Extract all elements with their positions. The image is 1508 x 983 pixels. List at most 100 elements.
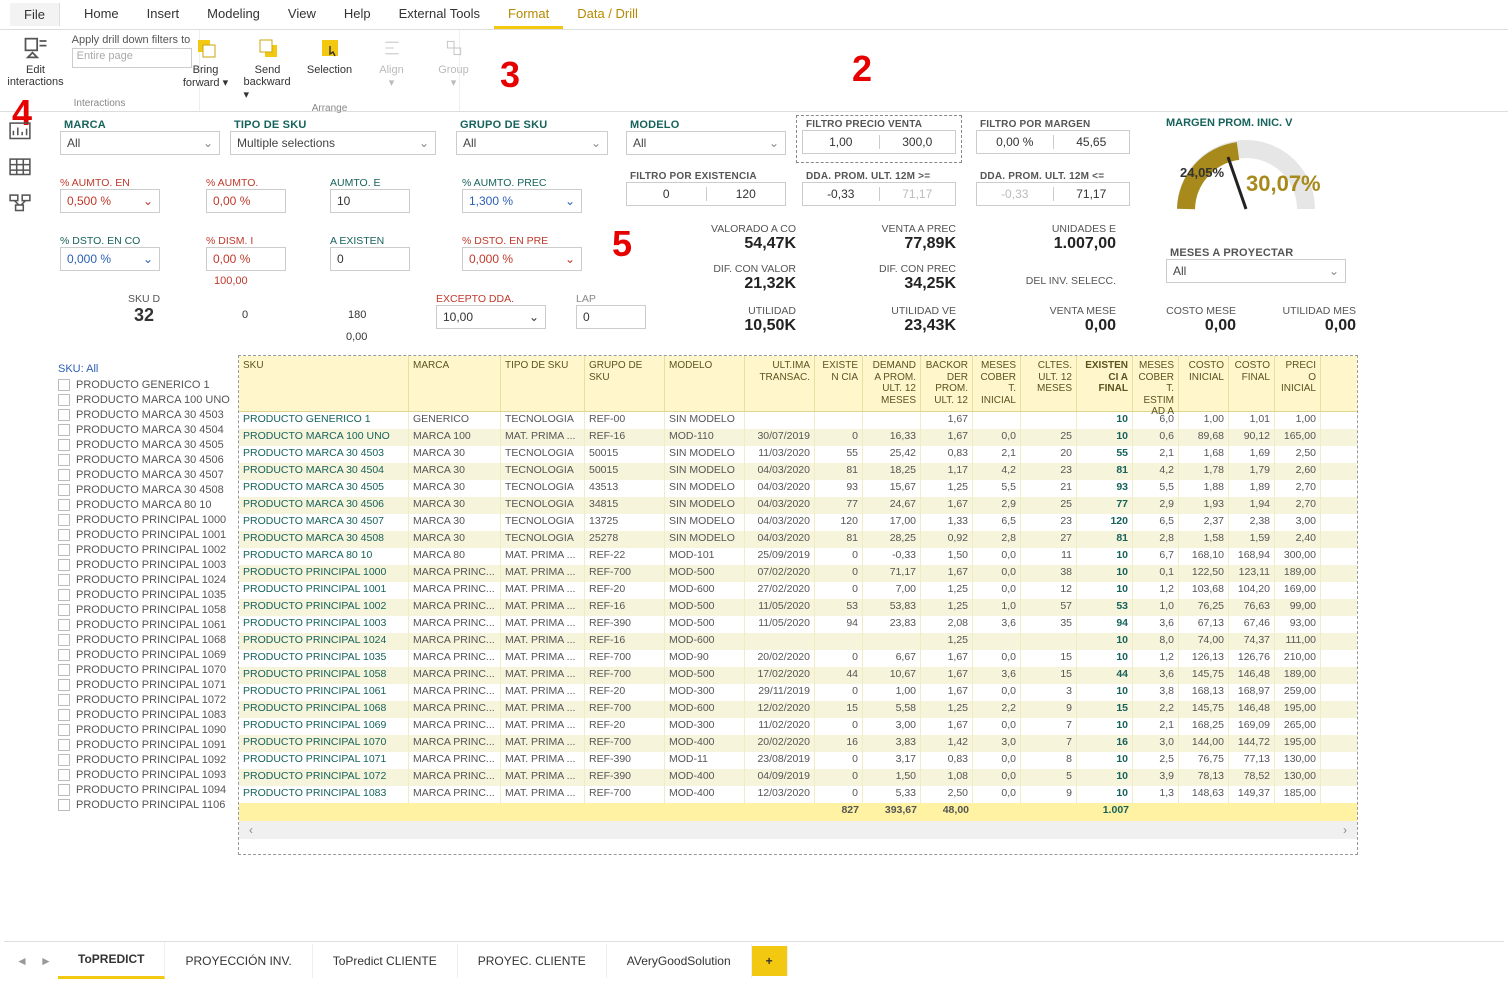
sku-filter-item[interactable]: PRODUCTO PRINCIPAL 1002 [58, 542, 232, 557]
checkbox-icon[interactable] [58, 604, 70, 616]
checkbox-icon[interactable] [58, 634, 70, 646]
table-header-cell[interactable]: CLTES. ULT. 12 MESES [1021, 356, 1077, 411]
sku-filter-item[interactable]: PRODUCTO PRINCIPAL 1058 [58, 602, 232, 617]
fpm-min[interactable]: 0,00 % [977, 135, 1054, 149]
checkbox-icon[interactable] [58, 379, 70, 391]
checkbox-icon[interactable] [58, 754, 70, 766]
table-row[interactable]: PRODUCTO MARCA 30 4503MARCA 30TECNOLOGIA… [239, 446, 1357, 463]
page-tab-proy-cliente[interactable]: PROYEC. CLIENTE [458, 944, 607, 978]
page-tab-add[interactable]: + [752, 946, 788, 976]
tab-external[interactable]: External Tools [385, 1, 494, 29]
tab-format[interactable]: Format [494, 1, 563, 29]
table-row[interactable]: PRODUCTO MARCA 80 10MARCA 80MAT. PRIMA .… [239, 548, 1357, 565]
bring-forward-button[interactable]: Bring forward ▾ [182, 34, 230, 89]
table-header-cell[interactable]: MODELO [665, 356, 745, 411]
group-button[interactable]: Group▾ [430, 34, 478, 89]
modelo-select[interactable]: All⌄ [626, 131, 786, 155]
sku-filter-item[interactable]: PRODUCTO GENERICO 1 [58, 377, 232, 392]
lap-val[interactable]: 0 [576, 305, 646, 329]
fpv-min[interactable]: 1,00 [803, 135, 880, 149]
aexisten-val[interactable]: 0 [330, 247, 410, 271]
align-button[interactable]: Align▾ [368, 34, 416, 89]
table-header-cell[interactable]: EXISTENCI A FINAL [1077, 356, 1133, 411]
tab-insert[interactable]: Insert [133, 1, 194, 29]
checkbox-icon[interactable] [58, 784, 70, 796]
table-row[interactable]: PRODUCTO MARCA 30 4506MARCA 30TECNOLOGIA… [239, 497, 1357, 514]
sku-filter-item[interactable]: PRODUCTO MARCA 30 4503 [58, 407, 232, 422]
checkbox-icon[interactable] [58, 694, 70, 706]
checkbox-icon[interactable] [58, 709, 70, 721]
exceptodda-val[interactable]: 10,00⌄ [436, 305, 546, 329]
table-header-cell[interactable]: ULT.IMA TRANSAC. [745, 356, 815, 411]
table-row[interactable]: PRODUCTO PRINCIPAL 1000MARCA PRINC...MAT… [239, 565, 1357, 582]
sku-filter-item[interactable]: PRODUCTO MARCA 30 4505 [58, 437, 232, 452]
sku-filter-item[interactable]: PRODUCTO PRINCIPAL 1003 [58, 557, 232, 572]
table-row[interactable]: PRODUCTO PRINCIPAL 1003MARCA PRINC...MAT… [239, 616, 1357, 633]
page-next[interactable]: ► [34, 954, 58, 968]
table-header-cell[interactable]: EXISTEN CIA [815, 356, 863, 411]
table-header-cell[interactable]: SKU [239, 356, 409, 411]
sku-filter-item[interactable]: PRODUCTO PRINCIPAL 1000 [58, 512, 232, 527]
marca-select[interactable]: All⌄ [60, 131, 220, 155]
tab-datadrill[interactable]: Data / Drill [563, 1, 652, 29]
ddage-range[interactable]: -0,33 71,17 [802, 182, 956, 206]
table-row[interactable]: PRODUCTO PRINCIPAL 1061MARCA PRINC...MAT… [239, 684, 1357, 701]
page-tab-avgs[interactable]: AVeryGoodSolution [607, 944, 752, 978]
sku-filter-item[interactable]: PRODUCTO PRINCIPAL 1070 [58, 662, 232, 677]
table-row[interactable]: PRODUCTO PRINCIPAL 1024MARCA PRINC...MAT… [239, 633, 1357, 650]
sku-filter-item[interactable]: PRODUCTO MARCA 30 4506 [58, 452, 232, 467]
sku-filter-item[interactable]: PRODUCTO MARCA 80 10 [58, 497, 232, 512]
table-header-cell[interactable]: COSTO FINAL [1229, 356, 1275, 411]
checkbox-icon[interactable] [58, 484, 70, 496]
report-view-icon[interactable] [9, 122, 31, 140]
apply-drill-select[interactable]: Entire page [72, 48, 192, 68]
sku-filter-item[interactable]: PRODUCTO PRINCIPAL 1072 [58, 692, 232, 707]
sku-filter-item[interactable]: PRODUCTO MARCA 100 UNO [58, 392, 232, 407]
aumtoe-val[interactable]: 10 [330, 189, 410, 213]
sku-filter-item[interactable]: PRODUCTO MARCA 30 4507 [58, 467, 232, 482]
sku-filter-item[interactable]: PRODUCTO PRINCIPAL 1068 [58, 632, 232, 647]
checkbox-icon[interactable] [58, 514, 70, 526]
meses-select[interactable]: All⌄ [1166, 259, 1346, 283]
sku-filter-item[interactable]: PRODUCTO PRINCIPAL 1090 [58, 722, 232, 737]
fpe-range[interactable]: 0 120 [626, 182, 786, 206]
checkbox-icon[interactable] [58, 664, 70, 676]
checkbox-icon[interactable] [58, 454, 70, 466]
checkbox-icon[interactable] [58, 544, 70, 556]
sku-filter-item[interactable]: PRODUCTO PRINCIPAL 1094 [58, 782, 232, 797]
sku-filter-item[interactable]: PRODUCTO PRINCIPAL 1071 [58, 677, 232, 692]
table-row[interactable]: PRODUCTO MARCA 30 4504MARCA 30TECNOLOGIA… [239, 463, 1357, 480]
pctaumtoen-val[interactable]: 0,500 %⌄ [60, 189, 160, 213]
pctdismi-val[interactable]: 0,00 % [206, 247, 286, 271]
table-h-scrollbar[interactable]: ‹› [239, 821, 1357, 839]
table-header-cell[interactable]: COSTO INICIAL [1179, 356, 1229, 411]
tab-modeling[interactable]: Modeling [193, 1, 274, 29]
table-header-cell[interactable]: MESES COBERT. INICIAL [973, 356, 1021, 411]
gruposku-select[interactable]: All⌄ [456, 131, 608, 155]
table-row[interactable]: PRODUCTO MARCA 30 4508MARCA 30TECNOLOGIA… [239, 531, 1357, 548]
tab-home[interactable]: Home [70, 1, 133, 29]
fpv-max[interactable]: 300,0 [880, 135, 956, 149]
checkbox-icon[interactable] [58, 424, 70, 436]
table-header-cell[interactable]: PRECIO INICIAL [1275, 356, 1321, 411]
table-row[interactable]: PRODUCTO PRINCIPAL 1070MARCA PRINC...MAT… [239, 735, 1357, 752]
sku-filter-item[interactable]: PRODUCTO PRINCIPAL 1091 [58, 737, 232, 752]
page-tab-proy-inv[interactable]: PROYECCIÓN INV. [165, 944, 312, 978]
checkbox-icon[interactable] [58, 619, 70, 631]
table-row[interactable]: PRODUCTO GENERICO 1GENERICOTECNOLOGIAREF… [239, 412, 1357, 429]
sku-filter-item[interactable]: PRODUCTO PRINCIPAL 1035 [58, 587, 232, 602]
sku-filter-item[interactable]: PRODUCTO MARCA 30 4504 [58, 422, 232, 437]
fpm-range[interactable]: 0,00 % 45,65 [976, 130, 1130, 154]
sku-filter-item[interactable]: PRODUCTO PRINCIPAL 1093 [58, 767, 232, 782]
checkbox-icon[interactable] [58, 724, 70, 736]
checkbox-icon[interactable] [58, 739, 70, 751]
table-row[interactable]: PRODUCTO PRINCIPAL 1058MARCA PRINC...MAT… [239, 667, 1357, 684]
table-row[interactable]: PRODUCTO PRINCIPAL 1083MARCA PRINC...MAT… [239, 786, 1357, 803]
pctaumto-val[interactable]: 0,00 % [206, 189, 286, 213]
table-row[interactable]: PRODUCTO PRINCIPAL 1068MARCA PRINC...MAT… [239, 701, 1357, 718]
sku-filter-item[interactable]: PRODUCTO PRINCIPAL 1069 [58, 647, 232, 662]
checkbox-icon[interactable] [58, 499, 70, 511]
checkbox-icon[interactable] [58, 769, 70, 781]
fpm-max[interactable]: 45,65 [1054, 135, 1130, 149]
table-row[interactable]: PRODUCTO PRINCIPAL 1072MARCA PRINC...MAT… [239, 769, 1357, 786]
